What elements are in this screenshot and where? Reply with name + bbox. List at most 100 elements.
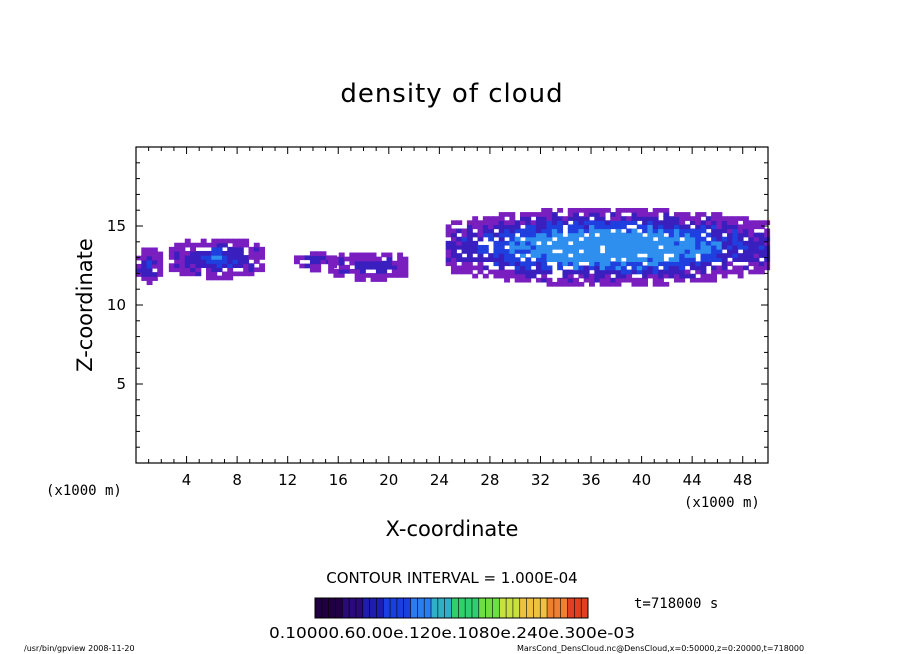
cloud-cell [557, 228, 564, 234]
cloud-cell [551, 212, 558, 217]
cloud-cell [370, 264, 377, 270]
chart-title: density of cloud [340, 79, 563, 109]
cloud-cell [748, 244, 755, 250]
cloud-cell [599, 232, 606, 238]
colorbar-segment [403, 598, 411, 618]
cloud-cell [567, 269, 574, 275]
cloud-cell [493, 240, 500, 246]
cloud-cell [594, 240, 601, 246]
cloud-cell [642, 281, 649, 287]
cloud-cell [684, 273, 691, 279]
cloud-cell [647, 269, 654, 275]
cloud-cell [615, 253, 622, 258]
cloud-cell [594, 265, 601, 271]
cloud-cell [174, 242, 181, 248]
cloud-cell [742, 257, 749, 262]
cloud-cell [546, 207, 553, 213]
cloud-cell [328, 256, 335, 262]
cloud-cell [589, 232, 595, 238]
cloud-cell [636, 232, 643, 238]
cloud-cell [679, 240, 686, 246]
cloud-cell [604, 257, 611, 262]
cloud-cell [758, 261, 765, 267]
cloud-cell [642, 216, 649, 221]
cloud-cell [557, 281, 564, 287]
cloud-cell [525, 224, 532, 230]
cloud-cell [610, 216, 617, 221]
cloud-cell [721, 257, 728, 262]
cloud-cell [179, 250, 186, 256]
cloud-cell [259, 246, 266, 252]
cloud-cell [514, 220, 521, 226]
cloud-cell [610, 249, 617, 254]
cloud-cell [216, 242, 223, 248]
cloud-cell [578, 216, 585, 221]
cloud-cell [573, 244, 579, 250]
cloud-cell [375, 256, 382, 262]
cloud-cell [573, 269, 579, 275]
cloud-cell [349, 256, 356, 262]
cloud-cell [705, 273, 712, 279]
cloud-cell [636, 261, 643, 267]
cloud-cell [514, 244, 521, 250]
cloud-cell [386, 252, 393, 258]
cloud-cell [711, 273, 718, 279]
cloud-cell [456, 244, 463, 250]
cloud-cell [472, 249, 479, 254]
cloud-cell [456, 253, 463, 258]
cloud-cell [179, 246, 186, 252]
cloud-cell [599, 269, 606, 275]
cloud-cell [583, 240, 590, 246]
cloud-cell [631, 269, 638, 275]
cloud-cell [184, 250, 191, 256]
cloud-cell [663, 216, 670, 221]
cloud-cell [716, 236, 723, 242]
cloud-cell [309, 263, 316, 269]
cloud-cell [221, 238, 228, 244]
cloud-cell [615, 244, 622, 250]
cloud-cell [610, 269, 617, 275]
cloud-cell [642, 265, 649, 271]
cloud-cell [583, 212, 590, 217]
cloud-cell [567, 261, 574, 267]
cloud-cell [689, 253, 696, 258]
cloud-cell [668, 216, 675, 221]
cloud-cell [493, 244, 500, 250]
cloud-cell [498, 212, 505, 217]
cloud-cell [663, 273, 670, 279]
cloud-cell [520, 265, 526, 271]
cloud-cell [206, 250, 212, 256]
cloud-cell [620, 269, 627, 275]
cloud-cell [673, 257, 680, 262]
cloud-cell [509, 220, 516, 226]
cloud-cell [764, 244, 771, 250]
cloud-cell [466, 253, 473, 258]
cloud-cell [721, 273, 728, 279]
cloud-cell [663, 212, 670, 217]
colorbar-segment [533, 598, 541, 618]
cloud-cell [668, 240, 675, 246]
cloud-cell [309, 259, 316, 265]
cloud-cell [541, 224, 548, 230]
cloud-cell [259, 250, 266, 256]
cloud-cell [695, 224, 702, 230]
cloud-cell [599, 212, 606, 217]
cloud-cell [626, 240, 633, 246]
cloud-cell [679, 249, 686, 254]
cloud-cell [689, 273, 696, 279]
cloud-cell [567, 224, 574, 230]
cloud-cell [195, 255, 202, 260]
cloud-cell [509, 228, 516, 234]
cloud-cell [679, 261, 686, 267]
cloud-cell [567, 249, 574, 254]
cloud-cell [472, 224, 479, 230]
cloud-cell [573, 261, 579, 267]
cloud-cell [610, 244, 617, 250]
cloud-cell [530, 232, 537, 238]
cloud-cell [615, 269, 622, 275]
cloud-cell [652, 269, 659, 275]
cloud-cell [764, 265, 771, 271]
cloud-cell [684, 236, 691, 242]
cloud-cell [328, 260, 335, 266]
cloud-cell [695, 216, 702, 221]
